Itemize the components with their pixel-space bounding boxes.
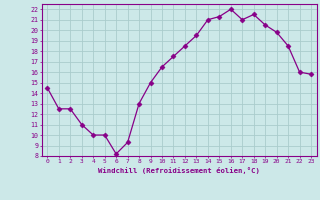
X-axis label: Windchill (Refroidissement éolien,°C): Windchill (Refroidissement éolien,°C)	[98, 167, 260, 174]
